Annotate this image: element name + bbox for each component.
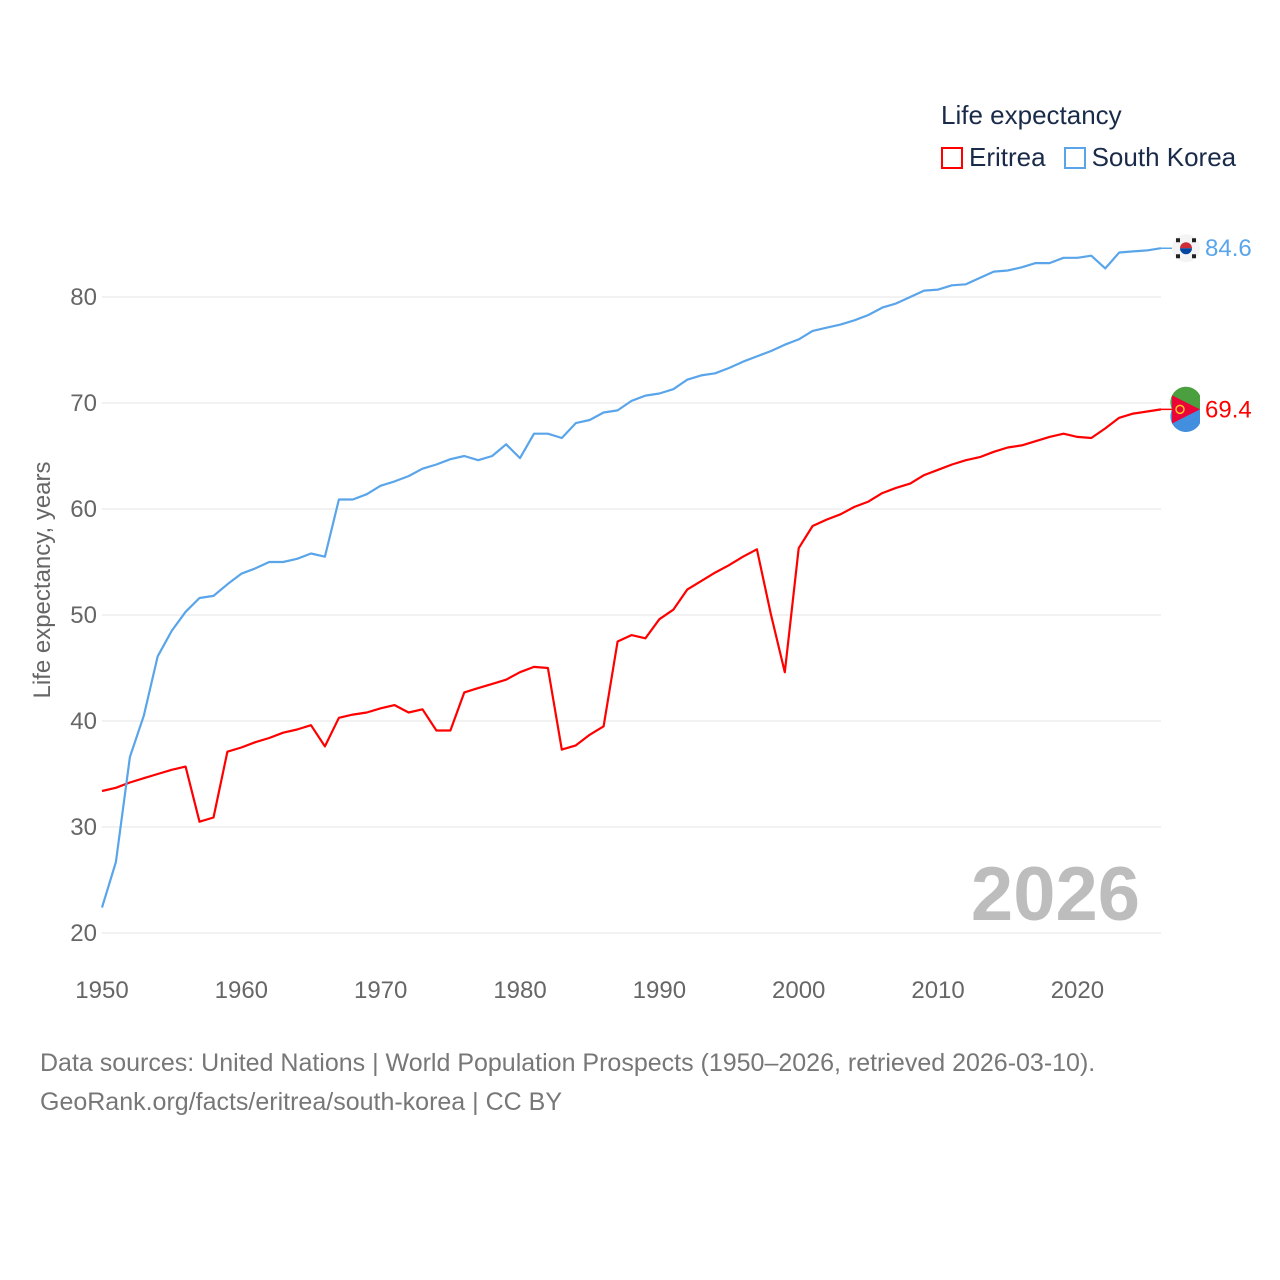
legend-label-south-korea: South Korea [1091,142,1237,172]
legend-title: Life expectancy [941,100,1122,130]
x-tick-label: 2000 [772,977,825,1004]
x-tick-label: 1960 [215,977,268,1004]
x-tick-label: 2010 [911,977,964,1004]
legend: Eritrea South Korea [941,142,1236,173]
end-value-label: 69.4 [1205,396,1252,423]
x-tick-label: 2020 [1051,977,1104,1004]
x-tick-label: 1980 [493,977,546,1004]
x-tick-label: 1990 [633,977,686,1004]
legend-item-eritrea[interactable]: Eritrea [941,142,1046,173]
series-line-south-korea [100,247,1162,908]
eritrea-flag-icon [1170,386,1200,432]
legend-swatch-eritrea [941,146,963,169]
y-tick-label: 50 [70,602,97,629]
y-tick-label: 40 [70,708,97,735]
end-value-label: 84.6 [1205,235,1252,262]
legend-label-eritrea: Eritrea [969,142,1046,172]
x-tick-label: 1950 [75,977,128,1004]
credit-line[interactable]: GeoRank.org/facts/eritrea/south-korea | … [40,1088,562,1116]
x-tick-label: 1970 [354,977,407,1004]
south-korea-flag-icon [1172,234,1200,263]
series-line-eritrea [101,408,1162,823]
legend-swatch-south-korea [1063,146,1086,169]
y-tick-label: 30 [70,814,97,841]
source-note: Data sources: United Nations | World Pop… [40,1044,1095,1122]
legend-item-south-korea[interactable]: South Korea [1063,142,1237,173]
y-tick-label: 60 [70,496,97,523]
y-axis-label: Life expectancy, years [29,461,56,698]
y-tick-label: 80 [70,284,97,311]
y-tick-label: 20 [70,920,97,947]
source-line: Data sources: United Nations | World Pop… [40,1049,1096,1077]
y-tick-label: 70 [70,390,97,417]
year-watermark: 2026 [971,852,1140,937]
